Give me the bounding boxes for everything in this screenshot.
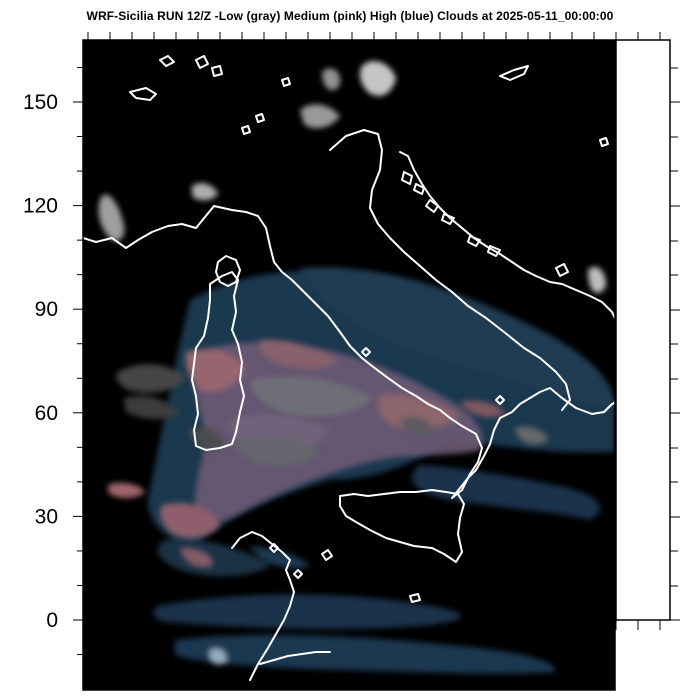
plot-frame [82, 39, 616, 691]
y-tick-label: 60 [35, 402, 58, 425]
low-clouds-layer [98, 61, 606, 467]
y-tick-label: 30 [35, 505, 58, 528]
top-ticks [87, 32, 661, 40]
coastlines [83, 55, 615, 681]
y-axis: 0 30 60 90 120 150 [23, 66, 83, 656]
right-ticks [670, 67, 680, 621]
map-title: WRF-Sicilia RUN 12/Z -Low (gray) Medium … [86, 9, 614, 23]
y-tick-label: 120 [23, 195, 58, 218]
y-tick-label: 0 [46, 609, 58, 632]
y-tick-label: 90 [35, 298, 58, 321]
bottom-ticks [615, 620, 661, 630]
side-panel [615, 39, 671, 621]
y-tick-label: 150 [23, 91, 58, 114]
